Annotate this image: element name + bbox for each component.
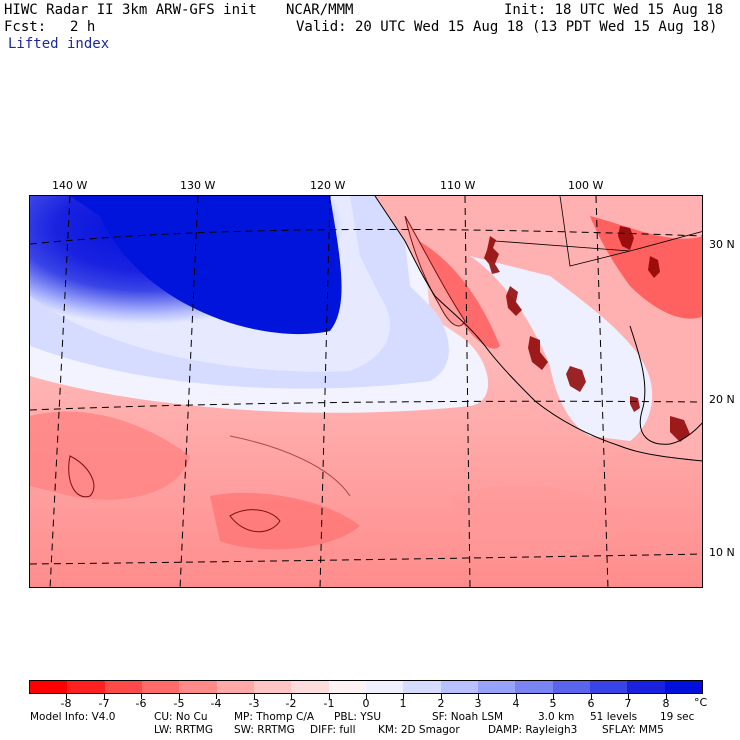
colorbar-tick-label: 0 bbox=[362, 697, 370, 710]
microphysics-scheme: MP: Thomp C/A bbox=[234, 711, 315, 723]
colorbar-segment bbox=[104, 681, 142, 693]
colorbar-tick bbox=[403, 694, 404, 699]
colorbar-tick-label: 5 bbox=[549, 697, 557, 710]
valid-time: Valid: 20 UTC Wed 15 Aug 18 (13 PDT Wed … bbox=[296, 19, 718, 35]
colorbar-segment bbox=[589, 681, 628, 693]
field-name: Lifted index bbox=[8, 36, 110, 52]
colorbar-segment bbox=[253, 681, 292, 693]
colorbar-tick-label: -1 bbox=[323, 697, 335, 710]
colorbar bbox=[29, 680, 703, 694]
colorbar-tick bbox=[216, 694, 217, 699]
colorbar-segment bbox=[67, 681, 105, 693]
grid-spacing: 3.0 km bbox=[538, 711, 575, 723]
colorbar-tick-label: 1 bbox=[399, 697, 407, 710]
km-opt: KM: 2D Smagor bbox=[378, 724, 460, 736]
surface-layer: SFLAY: MM5 bbox=[602, 724, 664, 736]
diffusion: DIFF: full bbox=[310, 724, 356, 736]
lat-label-10n: 10 N bbox=[709, 546, 735, 559]
colorbar-tick bbox=[441, 694, 442, 699]
forecast-hours: 2 h bbox=[70, 19, 96, 35]
colorbar-segment bbox=[179, 681, 217, 693]
org-label: NCAR/MMM bbox=[286, 2, 354, 18]
model-title: HIWC Radar II 3km ARW-GFS init bbox=[4, 2, 257, 18]
pbl-scheme: PBL: YSU bbox=[334, 711, 382, 723]
colorbar-tick-label: -8 bbox=[60, 697, 72, 710]
colorbar-tick-label: -6 bbox=[135, 697, 147, 710]
colorbar-segment bbox=[403, 681, 441, 693]
colorbar-tick bbox=[478, 694, 479, 699]
colorbar-tick bbox=[591, 694, 592, 699]
colorbar-segment bbox=[30, 681, 68, 693]
colorbar-tick-label: 6 bbox=[587, 697, 595, 710]
colorbar-segment bbox=[552, 681, 590, 693]
colorbar-segment bbox=[365, 681, 404, 693]
colorbar-tick bbox=[329, 694, 330, 699]
lifted-index-map bbox=[29, 195, 703, 588]
colorbar-tick bbox=[628, 694, 629, 699]
colorbar-segment bbox=[627, 681, 665, 693]
forecast-label: Fcst: bbox=[4, 19, 47, 35]
colorbar-tick-label: -3 bbox=[248, 697, 260, 710]
lon-label-120w: 120 W bbox=[310, 179, 346, 192]
pacific-coastline bbox=[374, 196, 702, 462]
colorbar-tick-label: 4 bbox=[512, 697, 520, 710]
vertical-levels: 51 levels bbox=[590, 711, 638, 723]
colorbar-tick bbox=[66, 694, 67, 699]
graticule bbox=[30, 196, 702, 587]
colorbar-tick bbox=[179, 694, 180, 699]
colorbar-tick-label: -4 bbox=[210, 697, 222, 710]
colorbar-tick-label: 8 bbox=[662, 697, 670, 710]
init-time: Init: 18 UTC Wed 15 Aug 18 bbox=[504, 2, 724, 18]
colorbar-segment bbox=[141, 681, 180, 693]
lon-label-100w: 100 W bbox=[568, 179, 604, 192]
longwave-scheme: LW: RRTMG bbox=[154, 724, 213, 736]
shortwave-scheme: SW: RRTMG bbox=[234, 724, 295, 736]
colorbar-tick bbox=[104, 694, 105, 699]
model-info: Model Info: V4.0 bbox=[30, 711, 116, 723]
colorbar-tick bbox=[141, 694, 142, 699]
lat-label-30n: 30 N bbox=[709, 238, 735, 251]
colorbar-segment bbox=[440, 681, 478, 693]
colorbar-segment bbox=[515, 681, 553, 693]
colorbar-tick bbox=[666, 694, 667, 699]
colorbar-tick-label: -5 bbox=[173, 697, 185, 710]
lat-label-20n: 20 N bbox=[709, 393, 735, 406]
cumulus-scheme: CU: No Cu bbox=[154, 711, 208, 723]
timestep: 19 sec bbox=[660, 711, 695, 723]
colorbar-tick bbox=[254, 694, 255, 699]
colorbar-tick bbox=[366, 694, 367, 699]
colorbar-unit: °C bbox=[694, 696, 708, 709]
colorbar-tick-label: -2 bbox=[285, 697, 297, 710]
colorbar-tick-label: 2 bbox=[437, 697, 445, 710]
lon-label-140w: 140 W bbox=[52, 179, 88, 192]
colorbar-segment bbox=[216, 681, 254, 693]
colorbar-tick-label: -7 bbox=[98, 697, 110, 710]
colorbar-tick bbox=[553, 694, 554, 699]
colorbar-tick-label: 3 bbox=[474, 697, 482, 710]
colorbar-tick-label: 7 bbox=[624, 697, 632, 710]
colorbar-tick bbox=[291, 694, 292, 699]
lon-label-110w: 110 W bbox=[440, 179, 476, 192]
colorbar-tick bbox=[516, 694, 517, 699]
damping: DAMP: Rayleigh3 bbox=[488, 724, 578, 736]
colorbar-segment bbox=[664, 681, 702, 693]
surface-scheme: SF: Noah LSM bbox=[432, 711, 504, 723]
lon-label-130w: 130 W bbox=[180, 179, 216, 192]
colorbar-segment bbox=[477, 681, 516, 693]
colorbar-segment bbox=[328, 681, 366, 693]
colorbar-segment bbox=[291, 681, 329, 693]
